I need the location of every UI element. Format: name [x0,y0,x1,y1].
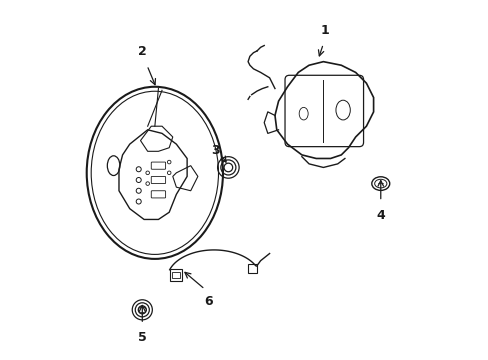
Text: 4: 4 [376,209,385,222]
Text: 5: 5 [138,330,146,343]
Text: 1: 1 [320,23,329,37]
Text: 6: 6 [204,296,212,309]
Text: 2: 2 [138,45,146,58]
Text: 3: 3 [210,144,219,157]
